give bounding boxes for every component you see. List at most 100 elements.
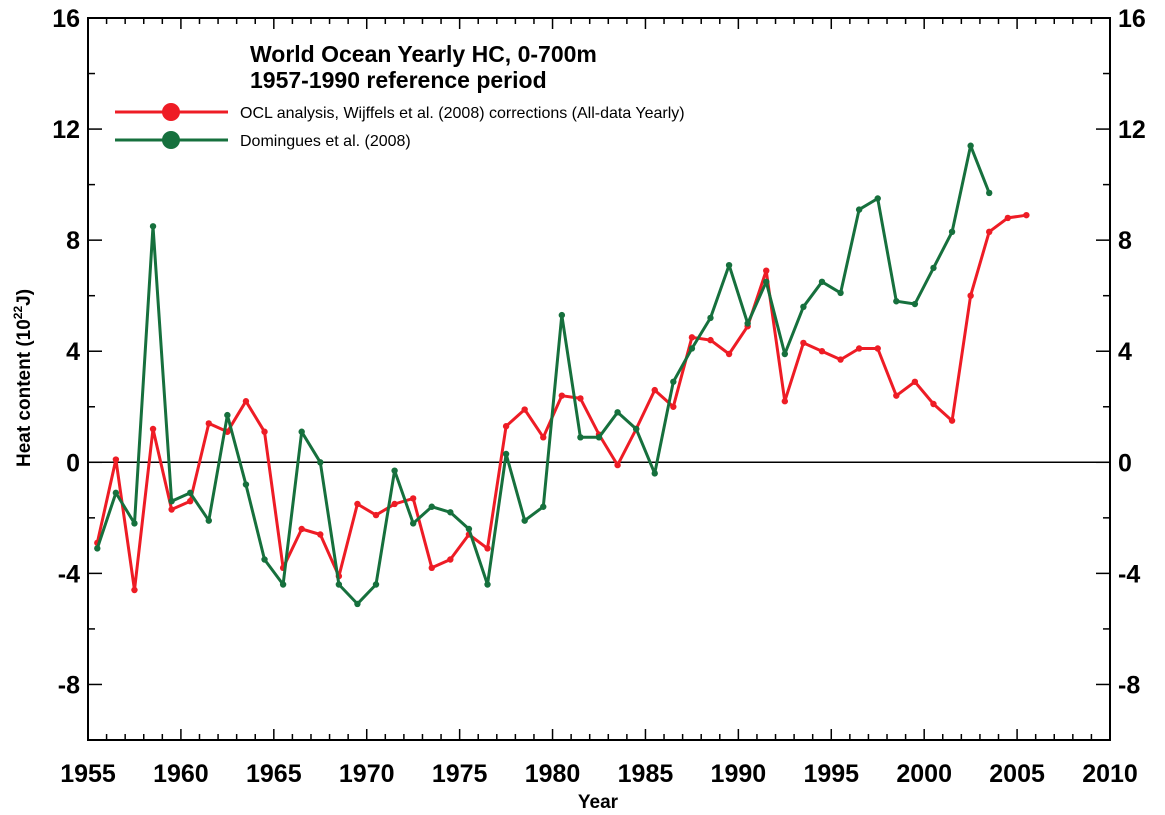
series-point-1 — [986, 189, 993, 197]
x-axis-title: Year — [578, 792, 619, 813]
series-point-1 — [670, 378, 677, 385]
series-point-1 — [763, 278, 770, 286]
y-tick-label-left: 12 — [52, 116, 80, 144]
series-point-1 — [818, 278, 826, 286]
series-point-1 — [187, 489, 194, 497]
series-point-0 — [242, 398, 250, 405]
x-tick-label: 1980 — [525, 760, 581, 788]
series-point-1 — [614, 409, 621, 416]
series-point-1 — [893, 298, 900, 305]
series-point-1 — [930, 264, 937, 272]
series-point-0 — [670, 403, 677, 410]
series-point-1 — [205, 517, 212, 524]
series-point-0 — [837, 356, 844, 363]
series-point-1 — [948, 228, 956, 236]
series-point-0 — [317, 531, 324, 538]
y-tick-label-right: 4 — [1118, 338, 1132, 366]
legend-label-ocl: OCL analysis, Wijffels et al. (2008) cor… — [240, 105, 685, 122]
series-point-1 — [242, 481, 250, 488]
series-point-1 — [595, 434, 603, 441]
series-point-0 — [261, 428, 268, 435]
series-point-0 — [986, 228, 993, 236]
series-point-0 — [725, 350, 733, 358]
y-tick-label-right: -4 — [1118, 560, 1140, 588]
series-point-0 — [651, 386, 658, 394]
x-tick-label: 2005 — [989, 760, 1045, 788]
series-point-1 — [317, 459, 324, 466]
series-point-0 — [688, 334, 696, 341]
series-point-0 — [1023, 211, 1030, 219]
series-point-0 — [409, 495, 417, 502]
series-point-0 — [205, 420, 212, 427]
series-point-0 — [967, 292, 974, 299]
series-point-1 — [279, 581, 287, 588]
series-point-0 — [818, 348, 826, 355]
series-point-1 — [112, 489, 120, 497]
series-point-0 — [168, 506, 175, 513]
y-axis-title: Heat content (1022J) — [11, 289, 35, 467]
series-point-1 — [149, 223, 157, 230]
series-point-0 — [428, 564, 435, 572]
series-point-1 — [391, 467, 398, 474]
series-point-1 — [94, 545, 101, 552]
series-point-1 — [335, 581, 343, 588]
series-point-0 — [930, 400, 937, 408]
series-point-1 — [725, 261, 733, 269]
x-tick-label: 1970 — [339, 760, 395, 788]
series-point-1 — [540, 503, 547, 510]
series-point-0 — [855, 345, 863, 352]
series-point-0 — [874, 345, 881, 352]
legend: OCL analysis, Wijffels et al. (2008) cor… — [115, 103, 685, 150]
series-point-1 — [911, 300, 919, 308]
legend-marker-ocl — [162, 103, 180, 121]
x-tick-label: 1990 — [711, 760, 767, 788]
x-tick-label: 1955 — [60, 760, 116, 788]
series-point-0 — [131, 586, 138, 594]
x-tick-label: 2010 — [1082, 760, 1138, 788]
x-tick-label: 1995 — [803, 760, 859, 788]
series-point-1 — [502, 450, 510, 458]
series-point-0 — [948, 417, 956, 424]
series-point-1 — [800, 303, 807, 310]
series-line-1 — [95, 144, 991, 606]
series-point-0 — [447, 556, 454, 563]
y-tick-label-left: 0 — [66, 449, 80, 477]
series-point-1 — [558, 311, 566, 319]
legend-marker-domingues — [162, 131, 180, 149]
chart-subtitle: 1957-1990 reference period — [250, 67, 547, 93]
y-tick-label-right: 0 — [1118, 449, 1132, 477]
y-axis-title-sup: 22 — [11, 306, 25, 320]
plot-frame — [87, 17, 1111, 741]
series-point-1 — [409, 520, 417, 527]
y-tick-label-right: 16 — [1118, 5, 1146, 33]
series-point-0 — [484, 545, 491, 552]
series-point-1 — [447, 509, 454, 516]
series-point-1 — [837, 289, 844, 297]
series-point-0 — [521, 406, 528, 413]
series-point-0 — [391, 500, 398, 508]
series-point-0 — [298, 525, 305, 533]
tick-marks — [87, 17, 1111, 741]
series-point-0 — [187, 497, 194, 505]
y-tick-label-left: 4 — [66, 338, 80, 366]
y-tick-label-right: 8 — [1118, 227, 1132, 255]
series-point-0 — [577, 395, 584, 402]
series-line-0 — [95, 213, 1027, 592]
y-tick-label-left: 16 — [52, 5, 80, 33]
series-point-0 — [112, 456, 120, 463]
series-point-1 — [744, 320, 751, 327]
legend-label-domingues: Domingues et al. (2008) — [240, 133, 411, 150]
series-point-0 — [354, 500, 361, 508]
series-point-1 — [261, 556, 268, 563]
series-point-1 — [577, 434, 584, 441]
x-tick-label: 1960 — [153, 760, 209, 788]
series-point-0 — [502, 423, 510, 430]
series-point-1 — [428, 503, 435, 510]
x-tick-label: 2000 — [896, 760, 952, 788]
series-point-1 — [707, 314, 714, 322]
y-tick-label-left: -8 — [58, 671, 80, 699]
series-layer — [94, 142, 1030, 608]
series-point-1 — [484, 581, 491, 588]
y-tick-label-left: -4 — [58, 560, 80, 588]
